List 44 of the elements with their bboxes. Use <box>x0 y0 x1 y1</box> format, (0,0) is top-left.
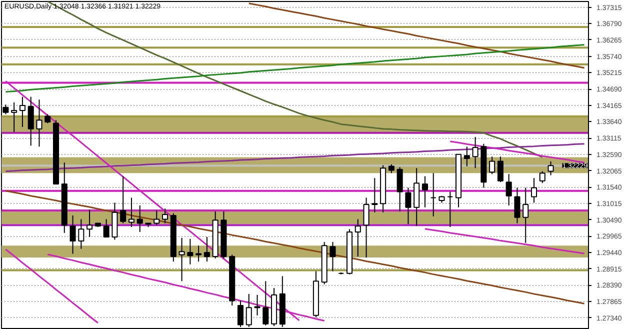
candlestick <box>514 187 520 224</box>
candlestick <box>128 197 134 228</box>
candlestick <box>464 146 470 167</box>
line-series <box>248 2 586 69</box>
candlestick <box>187 238 194 265</box>
line-series <box>4 190 586 304</box>
candlestick <box>19 96 26 128</box>
candlestick <box>70 214 76 254</box>
candlestick <box>36 99 42 148</box>
candlestick <box>422 176 428 208</box>
candlestick <box>396 166 403 212</box>
candlestick <box>363 197 370 258</box>
candlestick <box>11 102 18 132</box>
candlestick <box>78 218 84 250</box>
candlestick <box>262 280 269 326</box>
candlestick <box>86 209 93 238</box>
candlestick <box>162 208 168 224</box>
candlestick <box>103 218 110 238</box>
candlestick <box>530 178 538 204</box>
candlestick <box>430 172 436 217</box>
candlestick <box>204 236 210 262</box>
candlestick <box>506 174 512 206</box>
candlestick <box>472 136 478 169</box>
candlestick <box>497 156 504 183</box>
line-series <box>4 44 586 93</box>
candlestick <box>330 241 336 272</box>
line-series <box>424 228 586 254</box>
candlestick <box>44 114 51 124</box>
candlestick <box>28 96 34 146</box>
candlestick <box>372 178 378 213</box>
candlestick <box>178 237 185 282</box>
candlestick <box>548 160 554 176</box>
candlestick <box>254 294 260 316</box>
candlestick <box>120 176 126 224</box>
line-series <box>4 248 99 324</box>
line-series <box>4 143 586 172</box>
candlestick <box>447 191 454 228</box>
candlestick <box>489 156 496 175</box>
candlestick <box>154 210 160 226</box>
candlestick <box>539 170 546 184</box>
candlestick <box>354 218 361 258</box>
candlestick <box>405 187 412 225</box>
candlestick <box>136 204 143 232</box>
candlestick <box>522 187 529 244</box>
